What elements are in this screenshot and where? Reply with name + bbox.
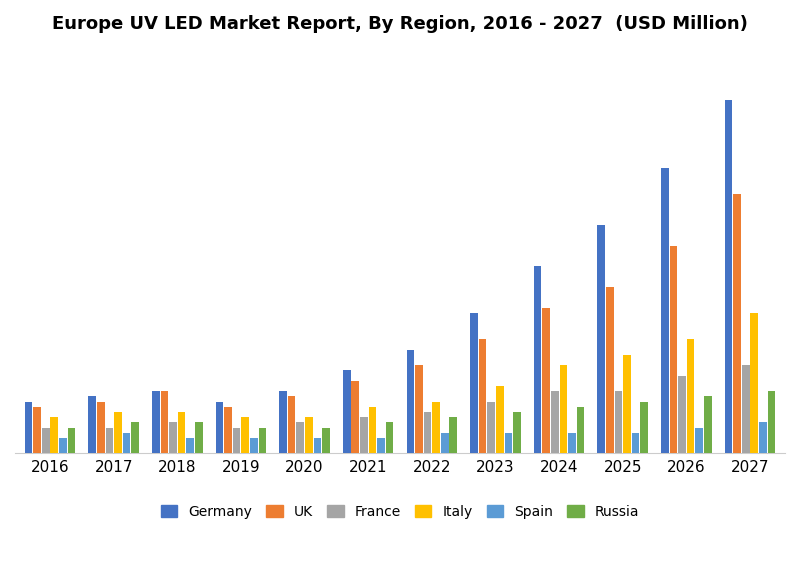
Bar — [734, 194, 741, 454]
Bar — [577, 407, 584, 454]
Bar — [369, 407, 376, 454]
Bar — [496, 386, 503, 454]
Bar — [97, 401, 105, 454]
Bar — [242, 417, 249, 454]
Bar — [106, 427, 113, 454]
Bar — [131, 422, 139, 454]
Bar — [406, 350, 414, 454]
Bar — [386, 422, 394, 454]
Bar — [670, 245, 678, 454]
Bar — [122, 433, 130, 454]
Bar — [534, 266, 542, 454]
Bar — [598, 225, 605, 454]
Bar — [513, 412, 521, 454]
Bar — [258, 427, 266, 454]
Bar — [725, 100, 732, 454]
Bar — [632, 433, 639, 454]
Bar — [470, 313, 478, 454]
Bar — [351, 380, 359, 454]
Title: Europe UV LED Market Report, By Region, 2016 - 2027  (USD Million): Europe UV LED Market Report, By Region, … — [52, 15, 748, 33]
Bar — [704, 396, 712, 454]
Bar — [233, 427, 241, 454]
Bar — [279, 391, 287, 454]
Bar — [195, 422, 202, 454]
Bar — [322, 427, 330, 454]
Bar — [216, 401, 223, 454]
Bar — [169, 422, 177, 454]
Bar — [606, 287, 614, 454]
Bar — [678, 375, 686, 454]
Bar — [178, 412, 186, 454]
Bar — [88, 396, 96, 454]
Bar — [742, 365, 750, 454]
Bar — [623, 355, 631, 454]
Legend: Germany, UK, France, Italy, Spain, Russia: Germany, UK, France, Italy, Spain, Russi… — [155, 499, 645, 524]
Bar — [424, 412, 431, 454]
Bar — [559, 365, 567, 454]
Bar — [186, 438, 194, 454]
Bar — [695, 427, 703, 454]
Bar — [34, 407, 41, 454]
Bar — [441, 433, 449, 454]
Bar — [59, 438, 66, 454]
Bar — [378, 438, 385, 454]
Bar — [505, 433, 512, 454]
Bar — [614, 391, 622, 454]
Bar — [750, 313, 758, 454]
Bar — [152, 391, 160, 454]
Bar — [297, 422, 304, 454]
Bar — [343, 371, 350, 454]
Bar — [487, 401, 495, 454]
Bar — [305, 417, 313, 454]
Bar — [432, 401, 440, 454]
Bar — [25, 401, 32, 454]
Bar — [360, 417, 368, 454]
Bar — [551, 391, 558, 454]
Bar — [661, 168, 669, 454]
Bar — [114, 412, 122, 454]
Bar — [50, 417, 58, 454]
Bar — [687, 339, 694, 454]
Bar — [161, 391, 168, 454]
Bar — [314, 438, 322, 454]
Bar — [224, 407, 232, 454]
Bar — [250, 438, 258, 454]
Bar — [478, 339, 486, 454]
Bar — [542, 308, 550, 454]
Bar — [568, 433, 576, 454]
Bar — [759, 422, 766, 454]
Bar — [415, 365, 422, 454]
Bar — [288, 396, 295, 454]
Bar — [42, 427, 50, 454]
Bar — [640, 401, 648, 454]
Bar — [450, 417, 457, 454]
Bar — [768, 391, 775, 454]
Bar — [68, 427, 75, 454]
